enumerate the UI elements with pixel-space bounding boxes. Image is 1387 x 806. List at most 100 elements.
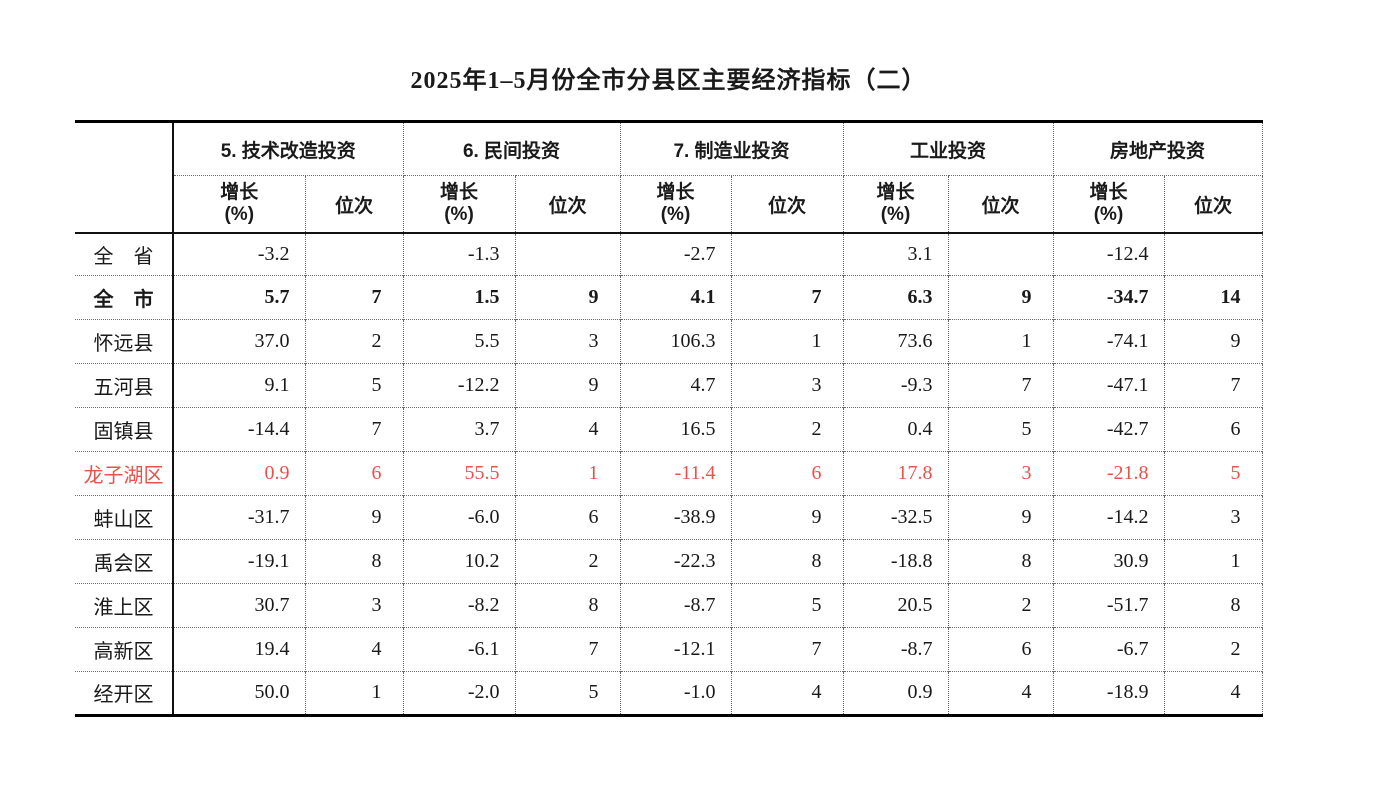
- growth-value-cell: -31.7: [173, 495, 306, 539]
- row-label: 淮上区: [75, 583, 174, 627]
- growth-value-cell: -1.3: [403, 233, 516, 275]
- rank-value-cell: 1: [948, 319, 1054, 363]
- rank-value-cell: 7: [948, 363, 1054, 407]
- rank-value-cell: 3: [305, 583, 404, 627]
- rank-value-cell: 6: [1164, 407, 1263, 451]
- growth-value-cell: -2.7: [620, 233, 732, 275]
- growth-value-cell: -11.4: [620, 451, 732, 495]
- table-row: 经开区 50.0 1 -2.0 5 -1.0 4 0.9 4 -18.9 4: [75, 671, 1263, 715]
- subheader-growth-unit: (%): [880, 204, 911, 225]
- row-label: 高新区: [75, 627, 174, 671]
- subheader-growth: 增长 (%): [403, 175, 516, 233]
- rank-value-cell: 8: [948, 539, 1054, 583]
- growth-value-cell: -19.1: [173, 539, 306, 583]
- rank-value-cell: 14: [1164, 275, 1263, 319]
- growth-value-cell: -9.3: [843, 363, 949, 407]
- rank-value-cell: 5: [515, 671, 621, 715]
- growth-value-cell: -6.7: [1053, 627, 1165, 671]
- growth-value-cell: -12.4: [1053, 233, 1165, 275]
- growth-value-cell: -1.0: [620, 671, 732, 715]
- subheader-rank: 位次: [305, 175, 404, 233]
- growth-value-cell: -14.2: [1053, 495, 1165, 539]
- subheader-growth-label: 增长: [439, 182, 478, 204]
- table-row: 龙子湖区 0.9 6 55.5 1 -11.4 6 17.8 3 -21.8 5: [75, 451, 1263, 495]
- rank-value-cell: 2: [305, 319, 404, 363]
- row-label: 蚌山区: [75, 495, 174, 539]
- subheader-growth-label: 增长: [876, 182, 915, 204]
- rank-value-cell: 7: [515, 627, 621, 671]
- growth-value-cell: 50.0: [173, 671, 306, 715]
- growth-value-cell: -34.7: [1053, 275, 1165, 319]
- growth-value-cell: 10.2: [403, 539, 516, 583]
- subheader-growth-label: 增长: [1089, 182, 1128, 204]
- column-group-header-4: 工业投资: [843, 121, 1054, 176]
- table-row: 五河县 9.1 5 -12.2 9 4.7 3 -9.3 7 -47.1 7: [75, 363, 1263, 407]
- rank-value-cell: 1: [305, 671, 404, 715]
- growth-value-cell: -38.9: [620, 495, 732, 539]
- growth-value-cell: -18.9: [1053, 671, 1165, 715]
- growth-value-cell: -8.7: [843, 627, 949, 671]
- rank-value-cell: 9: [731, 495, 844, 539]
- rank-value-cell: 7: [731, 275, 844, 319]
- table-row: 淮上区 30.7 3 -8.2 8 -8.7 5 20.5 2 -51.7 8: [75, 583, 1263, 627]
- column-group-header-3: 7. 制造业投资: [620, 121, 844, 176]
- rank-value-cell: 4: [515, 407, 621, 451]
- rank-value-cell: 4: [305, 627, 404, 671]
- growth-value-cell: 19.4: [173, 627, 306, 671]
- subheader-growth-unit: (%): [224, 204, 255, 225]
- row-label: 五河县: [75, 363, 174, 407]
- growth-value-cell: -51.7: [1053, 583, 1165, 627]
- growth-value-cell: 17.8: [843, 451, 949, 495]
- growth-value-cell: 30.7: [173, 583, 306, 627]
- rank-value-cell: 9: [305, 495, 404, 539]
- rank-value-cell: 2: [948, 583, 1054, 627]
- rank-value-cell: 7: [731, 627, 844, 671]
- rank-value-cell: 7: [305, 275, 404, 319]
- growth-value-cell: 9.1: [173, 363, 306, 407]
- subheader-growth-unit: (%): [660, 204, 691, 225]
- growth-value-cell: -8.7: [620, 583, 732, 627]
- table-row: 怀远县 37.0 2 5.5 3 106.3 1 73.6 1 -74.1 9: [75, 319, 1263, 363]
- rank-value-cell: 8: [1164, 583, 1263, 627]
- growth-value-cell: 30.9: [1053, 539, 1165, 583]
- rank-value-cell: 8: [515, 583, 621, 627]
- growth-value-cell: 0.9: [843, 671, 949, 715]
- subheader-rank: 位次: [1164, 175, 1263, 233]
- column-group-header-5: 房地产投资: [1053, 121, 1263, 176]
- growth-value-cell: 1.5: [403, 275, 516, 319]
- rank-value-cell: 3: [948, 451, 1054, 495]
- rank-value-cell: 9: [948, 275, 1054, 319]
- growth-value-cell: -12.1: [620, 627, 732, 671]
- growth-value-cell: -22.3: [620, 539, 732, 583]
- growth-value-cell: -42.7: [1053, 407, 1165, 451]
- growth-value-cell: -32.5: [843, 495, 949, 539]
- rank-value-cell: [731, 233, 844, 275]
- rank-value-cell: 6: [515, 495, 621, 539]
- growth-value-cell: 3.7: [403, 407, 516, 451]
- growth-value-cell: 0.9: [173, 451, 306, 495]
- rank-value-cell: 5: [948, 407, 1054, 451]
- table-row: 全 市 5.7 7 1.5 9 4.1 7 6.3 9 -34.7 14: [75, 275, 1263, 319]
- growth-value-cell: -3.2: [173, 233, 306, 275]
- rank-value-cell: 6: [731, 451, 844, 495]
- growth-value-cell: 73.6: [843, 319, 949, 363]
- rank-value-cell: 1: [515, 451, 621, 495]
- growth-value-cell: 4.1: [620, 275, 732, 319]
- rank-value-cell: 9: [948, 495, 1054, 539]
- rank-value-cell: 2: [1164, 627, 1263, 671]
- column-group-header-1: 5. 技术改造投资: [173, 121, 404, 176]
- growth-value-cell: -47.1: [1053, 363, 1165, 407]
- growth-value-cell: 5.7: [173, 275, 306, 319]
- growth-value-cell: 55.5: [403, 451, 516, 495]
- rank-value-cell: 2: [731, 407, 844, 451]
- row-label: 禹会区: [75, 539, 174, 583]
- table-row: 禹会区 -19.1 8 10.2 2 -22.3 8 -18.8 8 30.9 1: [75, 539, 1263, 583]
- table-row: 高新区 19.4 4 -6.1 7 -12.1 7 -8.7 6 -6.7 2: [75, 627, 1263, 671]
- growth-value-cell: 3.1: [843, 233, 949, 275]
- subheader-growth-unit: (%): [444, 204, 474, 225]
- rank-value-cell: 4: [948, 671, 1054, 715]
- growth-value-cell: -12.2: [403, 363, 516, 407]
- rank-value-cell: [305, 233, 404, 275]
- growth-value-cell: -6.0: [403, 495, 516, 539]
